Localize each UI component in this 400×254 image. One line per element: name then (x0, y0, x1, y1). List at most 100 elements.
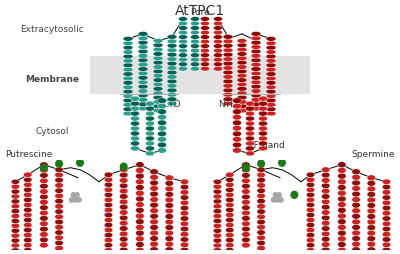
Ellipse shape (55, 178, 63, 183)
Ellipse shape (352, 219, 360, 225)
Ellipse shape (55, 188, 63, 194)
Ellipse shape (40, 226, 48, 232)
Ellipse shape (322, 172, 330, 178)
Ellipse shape (237, 52, 247, 57)
Ellipse shape (120, 236, 128, 242)
Circle shape (77, 198, 82, 203)
Ellipse shape (130, 97, 140, 102)
Ellipse shape (338, 230, 346, 236)
Ellipse shape (178, 58, 188, 63)
Ellipse shape (214, 22, 222, 27)
Ellipse shape (306, 202, 315, 208)
Ellipse shape (237, 109, 247, 114)
Ellipse shape (382, 205, 391, 211)
Ellipse shape (138, 33, 148, 37)
Text: Putrescine: Putrescine (5, 150, 52, 159)
Ellipse shape (153, 83, 163, 87)
Ellipse shape (306, 232, 315, 238)
Ellipse shape (214, 31, 222, 36)
Ellipse shape (120, 194, 128, 199)
Ellipse shape (190, 18, 200, 22)
Ellipse shape (178, 27, 188, 31)
Ellipse shape (178, 36, 188, 40)
Ellipse shape (352, 213, 360, 219)
Ellipse shape (138, 98, 148, 103)
Ellipse shape (214, 58, 222, 63)
Ellipse shape (178, 45, 188, 49)
Ellipse shape (104, 187, 113, 193)
Ellipse shape (55, 193, 63, 199)
Ellipse shape (150, 247, 158, 252)
Ellipse shape (242, 226, 250, 232)
Ellipse shape (138, 54, 148, 59)
Ellipse shape (120, 247, 128, 253)
Ellipse shape (104, 182, 113, 188)
Ellipse shape (150, 191, 158, 197)
Ellipse shape (352, 236, 360, 242)
Ellipse shape (158, 132, 166, 137)
Ellipse shape (130, 141, 140, 146)
Ellipse shape (130, 126, 140, 132)
Ellipse shape (40, 242, 48, 248)
Ellipse shape (251, 41, 261, 46)
Ellipse shape (138, 67, 148, 72)
Ellipse shape (55, 235, 63, 241)
Ellipse shape (338, 190, 346, 196)
Text: Spermine: Spermine (352, 150, 395, 159)
Ellipse shape (246, 151, 254, 156)
Ellipse shape (178, 49, 188, 54)
Ellipse shape (123, 42, 133, 46)
Ellipse shape (242, 200, 250, 205)
Ellipse shape (338, 162, 346, 168)
Ellipse shape (251, 33, 261, 37)
Ellipse shape (223, 89, 233, 93)
Ellipse shape (214, 67, 222, 72)
Ellipse shape (146, 102, 154, 107)
Ellipse shape (367, 225, 376, 231)
Ellipse shape (153, 70, 163, 74)
Ellipse shape (213, 199, 222, 204)
Ellipse shape (223, 53, 233, 58)
Ellipse shape (251, 102, 261, 107)
Ellipse shape (226, 243, 234, 248)
Ellipse shape (153, 74, 163, 79)
Ellipse shape (382, 232, 391, 237)
Ellipse shape (237, 100, 247, 105)
Ellipse shape (226, 213, 234, 218)
Ellipse shape (138, 41, 148, 46)
Ellipse shape (190, 27, 200, 31)
Ellipse shape (322, 210, 330, 215)
Ellipse shape (180, 237, 189, 242)
Ellipse shape (223, 98, 233, 102)
Ellipse shape (24, 237, 32, 243)
Ellipse shape (190, 31, 200, 36)
Ellipse shape (55, 167, 63, 173)
Ellipse shape (367, 236, 376, 242)
Ellipse shape (180, 211, 189, 216)
Ellipse shape (178, 31, 188, 36)
Ellipse shape (165, 236, 174, 242)
Ellipse shape (266, 77, 276, 81)
Bar (90, 57, 310, 94)
Ellipse shape (306, 187, 315, 193)
Ellipse shape (130, 102, 140, 107)
Ellipse shape (136, 225, 144, 230)
Ellipse shape (213, 218, 222, 224)
Ellipse shape (40, 237, 48, 243)
Ellipse shape (257, 219, 265, 225)
Ellipse shape (24, 208, 32, 213)
Ellipse shape (200, 31, 210, 36)
Ellipse shape (258, 97, 268, 102)
Ellipse shape (11, 243, 20, 248)
Ellipse shape (338, 202, 346, 208)
Ellipse shape (242, 205, 250, 211)
Text: NTD: NTD (218, 99, 238, 108)
Ellipse shape (165, 214, 174, 219)
Ellipse shape (258, 121, 268, 126)
Ellipse shape (258, 112, 268, 117)
Ellipse shape (55, 240, 63, 246)
Ellipse shape (213, 223, 222, 229)
Ellipse shape (123, 51, 133, 55)
Ellipse shape (190, 63, 200, 67)
Ellipse shape (136, 236, 144, 242)
